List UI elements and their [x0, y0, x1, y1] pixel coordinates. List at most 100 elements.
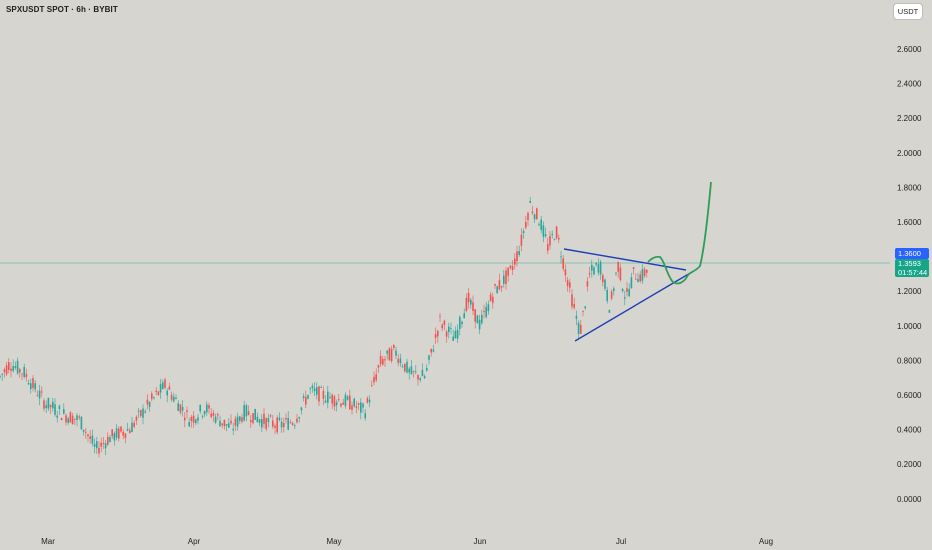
candle-body [514, 258, 516, 265]
candle-body [155, 390, 157, 392]
candle-body [56, 415, 58, 418]
candle-body [632, 267, 635, 269]
candle-body [430, 348, 432, 353]
candle-body [109, 437, 111, 443]
candle-body [401, 366, 404, 368]
candle-body [129, 430, 131, 434]
candle-body [78, 416, 80, 418]
candle-body [265, 418, 267, 429]
time-axis-label: Mar [41, 537, 55, 546]
candle-body [562, 258, 564, 269]
candle-body [269, 415, 272, 417]
candle-body [276, 417, 278, 433]
candle-body [327, 391, 329, 403]
candle-body [100, 442, 102, 447]
last-price-value: 1.3593 [898, 259, 921, 268]
candle-body [221, 423, 223, 426]
candle-body [410, 366, 413, 375]
candle-body [23, 366, 25, 377]
candle-body [122, 431, 124, 436]
candle-body [349, 395, 351, 410]
candle-body [456, 329, 459, 339]
candle-body [478, 319, 481, 330]
candle-body [91, 435, 94, 444]
candle-body [98, 447, 100, 454]
candle-body [36, 395, 39, 397]
time-axis-label: Aug [759, 537, 773, 546]
candle-body [309, 388, 311, 390]
candle-body [364, 413, 366, 419]
candle-body [236, 416, 239, 427]
candle-body [296, 418, 298, 423]
candle-body [49, 404, 52, 408]
candle-body [157, 391, 160, 395]
candle-body [250, 420, 252, 423]
candle-body [3, 369, 6, 373]
candle-body [571, 294, 573, 307]
candle-body [483, 310, 485, 313]
candle-body [162, 382, 164, 389]
candle-body [362, 403, 364, 408]
candle-body [102, 443, 105, 445]
candle-body [505, 270, 507, 284]
candle-body [8, 362, 10, 371]
last-price-tag: 1.3593 01:57:44 [895, 259, 929, 277]
candle-body [87, 434, 89, 437]
upper-trendline[interactable] [563, 248, 687, 271]
candle-body [197, 417, 199, 421]
candle-body [247, 411, 250, 415]
candle-body [617, 261, 619, 272]
candle-body [12, 366, 14, 372]
candle-body [173, 396, 175, 402]
candle-body [386, 350, 388, 354]
candle-body [573, 303, 575, 308]
projection-path[interactable] [647, 181, 712, 285]
lower-trendline[interactable] [574, 271, 693, 342]
candle-body [234, 418, 237, 426]
currency-button[interactable]: USDT [893, 3, 923, 20]
candle-body [463, 313, 465, 319]
symbol-title: SPXUSDT SPOT · 6h · BYBIT [6, 5, 118, 14]
time-axis[interactable]: Mar Apr May Jun Jul Aug [41, 537, 773, 546]
candle-body [606, 289, 608, 301]
candle-body [485, 306, 487, 318]
candle-body [96, 441, 98, 449]
candle-body [426, 367, 428, 371]
candle-body [450, 328, 452, 329]
candle-body [340, 403, 342, 407]
candle-body [511, 266, 514, 271]
candle-body [434, 334, 437, 338]
candle-body [630, 277, 633, 289]
candle-body [406, 361, 408, 373]
candle-body [582, 310, 584, 312]
candle-body [252, 413, 254, 424]
candle-body [43, 400, 45, 409]
candle-body [212, 413, 215, 416]
candle-body [179, 404, 182, 413]
candle-body [305, 396, 307, 405]
candle-body [210, 413, 212, 417]
candle-body [294, 425, 296, 427]
candle-body [153, 397, 155, 398]
candle-body [399, 358, 402, 364]
candle-body [494, 284, 496, 286]
candle-body [599, 261, 602, 275]
candle-body [280, 421, 283, 428]
candle-body [551, 233, 553, 235]
candle-body [646, 269, 648, 273]
candle-body [382, 358, 384, 365]
candle-body [371, 385, 373, 387]
candle-body [300, 407, 303, 411]
candle-body [404, 363, 406, 372]
candle-body [542, 225, 545, 237]
candle-body [481, 314, 483, 324]
candlestick-series [0, 196, 648, 458]
candle-body [45, 405, 47, 409]
candle-body [311, 385, 314, 389]
candle-body [80, 416, 83, 430]
candle-body [555, 226, 558, 239]
candle-body [115, 428, 118, 438]
candle-body [635, 278, 637, 280]
candle-body [126, 429, 129, 431]
